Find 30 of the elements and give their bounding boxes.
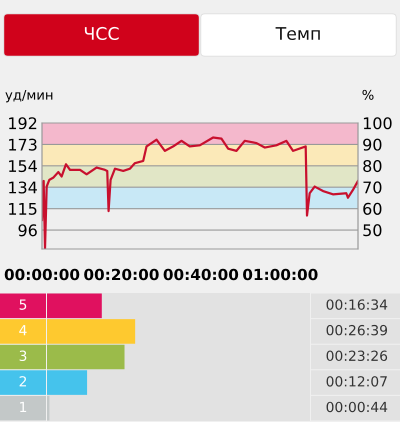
y2-tick-label: 90 — [363, 138, 382, 151]
data-label: 00:23:26 — [326, 350, 388, 362]
x-tick-label: 00:00:00 — [4, 268, 80, 280]
y2-tick-label: 80 — [363, 160, 382, 172]
y2-tick-label: 60 — [363, 202, 382, 215]
y-tick-label: 5 — [20, 300, 26, 310]
data-label: 00:26:39 — [326, 324, 388, 336]
y2-tick-label: 70 — [363, 181, 382, 194]
y-tick-label: 1 — [20, 402, 26, 412]
x-tick-label: 00:40:00 — [164, 268, 238, 280]
text: Темп — [276, 27, 320, 40]
y-tick-label: 115 — [9, 203, 36, 215]
y-tick-label: 192 — [9, 117, 36, 130]
data-label: 00:12:07 — [326, 376, 387, 387]
data-label: 00:00:44 — [326, 402, 388, 412]
y-tick-label: 2 — [20, 376, 26, 386]
y2-tick-label: 100 — [364, 117, 392, 130]
y2-axis-title: % — [362, 90, 374, 100]
y-axis-title: уд/мин — [5, 90, 52, 102]
y-tick-label: 154 — [9, 160, 37, 172]
y-tick-label: 4 — [19, 325, 27, 336]
x-tick-label: 01:00:00 — [243, 268, 318, 280]
y-tick-label: 134 — [9, 181, 37, 194]
text: ЧСС — [84, 26, 119, 40]
y-tick-label: 3 — [20, 350, 26, 362]
y-tick-label: 96 — [18, 224, 37, 236]
y-tick-label: 173 — [9, 138, 37, 151]
data-label: 00:16:34 — [326, 299, 388, 310]
x-tick-label: 00:20:00 — [84, 268, 159, 280]
y2-tick-label: 50 — [363, 224, 382, 236]
